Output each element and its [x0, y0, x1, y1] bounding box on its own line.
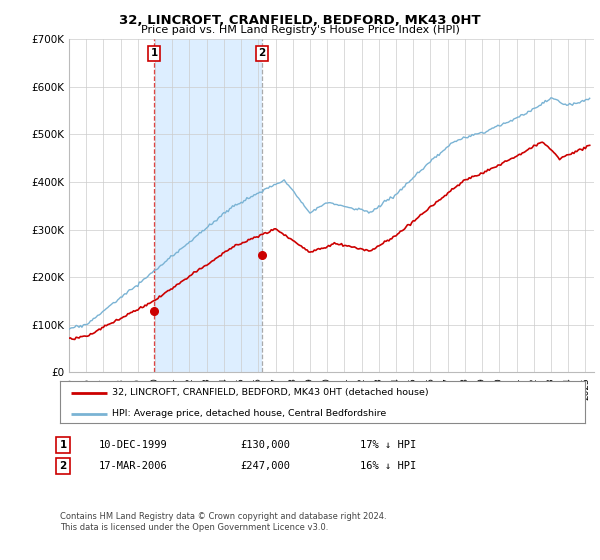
Text: 1: 1 [151, 49, 158, 58]
Text: £130,000: £130,000 [240, 440, 290, 450]
Text: 2: 2 [259, 49, 266, 58]
Text: 17-MAR-2006: 17-MAR-2006 [99, 461, 168, 471]
Text: Price paid vs. HM Land Registry's House Price Index (HPI): Price paid vs. HM Land Registry's House … [140, 25, 460, 35]
Text: 1: 1 [59, 440, 67, 450]
Text: HPI: Average price, detached house, Central Bedfordshire: HPI: Average price, detached house, Cent… [113, 409, 387, 418]
Text: 32, LINCROFT, CRANFIELD, BEDFORD, MK43 0HT: 32, LINCROFT, CRANFIELD, BEDFORD, MK43 0… [119, 14, 481, 27]
Text: 2: 2 [59, 461, 67, 471]
Text: 16% ↓ HPI: 16% ↓ HPI [360, 461, 416, 471]
Text: £247,000: £247,000 [240, 461, 290, 471]
Text: 17% ↓ HPI: 17% ↓ HPI [360, 440, 416, 450]
Text: 32, LINCROFT, CRANFIELD, BEDFORD, MK43 0HT (detached house): 32, LINCROFT, CRANFIELD, BEDFORD, MK43 0… [113, 388, 429, 397]
Text: 10-DEC-1999: 10-DEC-1999 [99, 440, 168, 450]
Text: Contains HM Land Registry data © Crown copyright and database right 2024.
This d: Contains HM Land Registry data © Crown c… [60, 512, 386, 532]
